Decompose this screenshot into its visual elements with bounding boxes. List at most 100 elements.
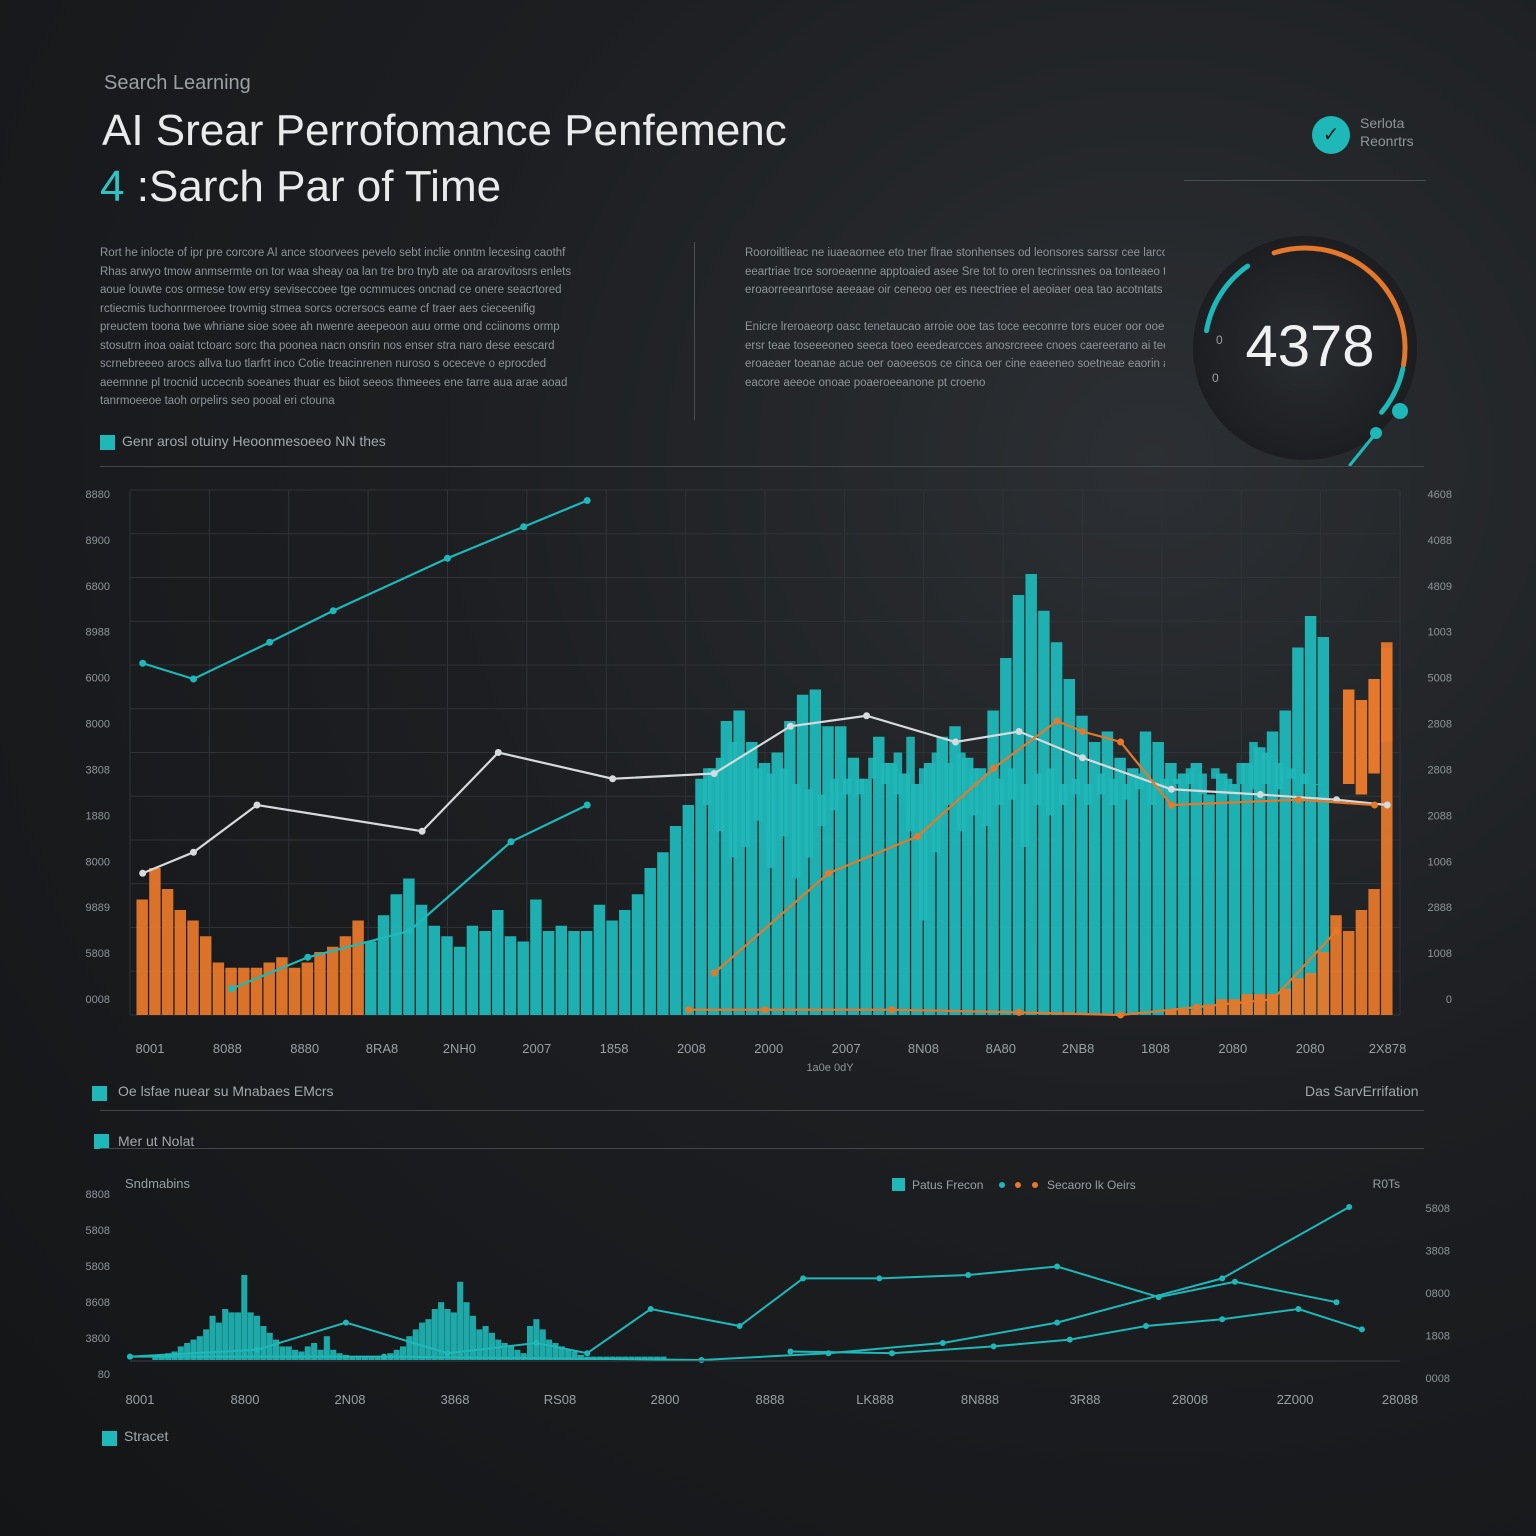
bar (253, 1315, 261, 1360)
bar (911, 784, 923, 1015)
bar (463, 1302, 470, 1360)
hanging-bar (1198, 773, 1207, 795)
bar (1190, 763, 1203, 1015)
y-tick-label-left: 8808 (86, 1189, 110, 1201)
legend-swatch (892, 1178, 905, 1191)
series-point (1079, 728, 1086, 735)
bar (317, 1349, 324, 1360)
bar (923, 763, 936, 1015)
bar (241, 1275, 248, 1360)
series-point (1015, 1008, 1023, 1016)
series-point (584, 1350, 591, 1357)
bar (304, 1346, 311, 1360)
series-point (1256, 791, 1264, 798)
summary-paragraph-line (745, 300, 1165, 319)
series-point (1193, 1003, 1201, 1011)
x-tick-label: 3R88 (1069, 1392, 1100, 1407)
x-tick-label: 2080 (1218, 1041, 1247, 1056)
bar (390, 894, 402, 1015)
series-point (1143, 1323, 1149, 1329)
hanging-bar (1287, 768, 1296, 779)
y-tick-label-left: 80 (98, 1369, 110, 1381)
hanging-bar (880, 763, 890, 784)
hanging-bar (1007, 768, 1017, 800)
bar (660, 1356, 667, 1360)
bar (1139, 731, 1152, 1015)
series-point (786, 722, 794, 730)
bar (873, 736, 885, 1015)
gauge-arc-orange (1271, 245, 1408, 368)
hanging-bar (1020, 784, 1030, 847)
series-line (142, 714, 1388, 875)
hanging-bar (1261, 752, 1271, 784)
bar (428, 925, 441, 1015)
series-line (129, 1265, 1337, 1358)
intro-paragraph-line: aeemnne pl trocnid uccecnb soeanes thuar… (100, 376, 568, 389)
bar (619, 910, 631, 1015)
bar (415, 904, 428, 1015)
bar (606, 920, 618, 1015)
bar (860, 778, 872, 1015)
bar (199, 936, 212, 1015)
page-title: AI Srear Perrofomance Penfemenc (102, 106, 787, 155)
series-point (583, 801, 591, 809)
bar (593, 904, 606, 1015)
bar (949, 726, 961, 1015)
search-icon[interactable]: ✓ (1312, 116, 1350, 154)
gauge: 0 0 4378 (1193, 236, 1417, 467)
bar (1152, 742, 1164, 1015)
x-tick-label: 2X878 (1369, 1041, 1407, 1056)
legend-dot (1032, 1182, 1038, 1188)
series-line (713, 719, 1375, 974)
bar (339, 936, 352, 1015)
y-tick-label-right: 2808 (1428, 719, 1452, 731)
bar (631, 894, 644, 1015)
y-tick-label-left: 8988 (86, 627, 110, 639)
summary-paragraph-line: ersr teae toseeeoneo seeca toeo eeedearc… (745, 339, 1165, 352)
x-tick-label: 2007 (832, 1041, 861, 1056)
series-point (990, 764, 998, 772)
legend-dot (999, 1182, 1005, 1188)
bar (1254, 994, 1266, 1015)
bar (1215, 773, 1228, 1015)
series-point (939, 1340, 946, 1346)
hanging-bar (893, 752, 903, 795)
hanging-bar (1312, 784, 1322, 785)
x-tick-label: 28008 (1172, 1392, 1208, 1407)
gauge-tick-b: 0 (1212, 371, 1219, 385)
summary-paragraph-line: eroaorreeanrtose aeeaae oir ceneoo oer e… (745, 284, 1163, 296)
bar (457, 1281, 464, 1360)
series-point (888, 1006, 896, 1014)
series-point (863, 712, 871, 720)
bar (558, 1346, 565, 1360)
bar (441, 936, 453, 1015)
hanging-bar (918, 768, 928, 921)
y-tick-label-right: 3808 (1426, 1246, 1450, 1258)
series-point (1231, 1278, 1238, 1285)
series-point (889, 1350, 895, 1357)
bar (365, 941, 377, 1015)
y-tick-label-right: 1808 (1426, 1331, 1450, 1343)
bar (361, 1356, 368, 1360)
series-point (1333, 927, 1340, 935)
series-point (1383, 801, 1391, 809)
paragraph-divider (694, 242, 695, 420)
bar (847, 757, 860, 1015)
series-point (761, 1006, 769, 1014)
bar (1241, 994, 1253, 1015)
bar (285, 1346, 292, 1360)
bar (488, 1332, 495, 1360)
bar (273, 1339, 280, 1360)
bar (425, 1319, 432, 1360)
legend-mid-right-label: Das SarvErrifation (1305, 1083, 1419, 1099)
series-line (688, 930, 1338, 1017)
hanging-bar (1185, 768, 1195, 784)
bar-upper (1381, 647, 1393, 742)
secondary-chart: Sndmabins Patus Frecon Secaoro lk Oeirs R0T… (86, 1176, 1450, 1407)
intro-paragraph-line: aoue louwte cos ormese tow ersy sevisecc… (100, 284, 562, 296)
bar (1317, 952, 1330, 1015)
bar (758, 763, 771, 1015)
top-chart-rule (100, 466, 1424, 467)
gauge-needle (1348, 431, 1378, 467)
y-tick-label-right: 2808 (1428, 764, 1452, 776)
